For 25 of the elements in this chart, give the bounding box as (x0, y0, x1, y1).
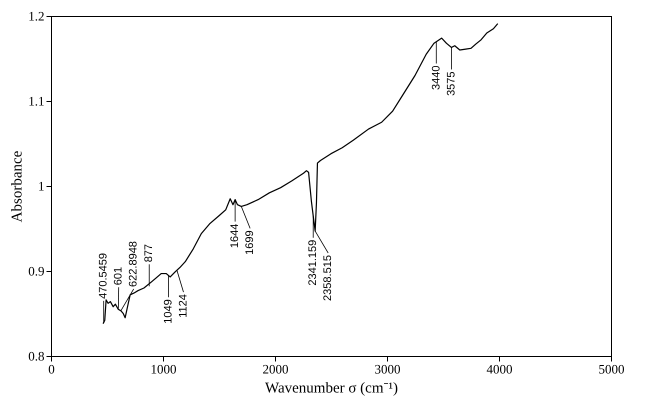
x-axis-title: Wavenumber σ (cm⁻¹) (265, 380, 398, 396)
x-tick-label: 4000 (486, 362, 512, 376)
annotation: 2358.515 (322, 255, 334, 301)
annotation: 3440 (430, 66, 442, 90)
annotation: 1124 (177, 294, 190, 318)
annotation: 877 (143, 244, 156, 262)
annotation: 1699 (244, 230, 256, 255)
x-tick-label: 5000 (598, 362, 624, 376)
annotation: 3575 (445, 71, 458, 96)
x-tick-label: 2000 (262, 362, 288, 376)
annotation: 1644 (229, 224, 242, 248)
y-tick-label: 1 (38, 178, 44, 194)
annotation: 622.8948 (128, 241, 140, 287)
y-tick-label: 0.9 (28, 264, 44, 278)
x-tick-label: 0 (48, 362, 55, 376)
y-tick-label: 1.2 (28, 8, 44, 24)
y-tick-label: 0.8 (28, 348, 44, 364)
x-tick-label: 1000 (150, 362, 176, 376)
y-tick-label: 1.1 (28, 94, 44, 108)
annotation: 470.5459 (98, 252, 110, 299)
y-axis-title: Absorbance (9, 150, 26, 222)
x-tick-label: 3000 (374, 362, 400, 376)
annotation: 1049 (162, 299, 174, 324)
annotation: 601 (112, 266, 125, 286)
annotation: 2341.159 (307, 240, 320, 286)
